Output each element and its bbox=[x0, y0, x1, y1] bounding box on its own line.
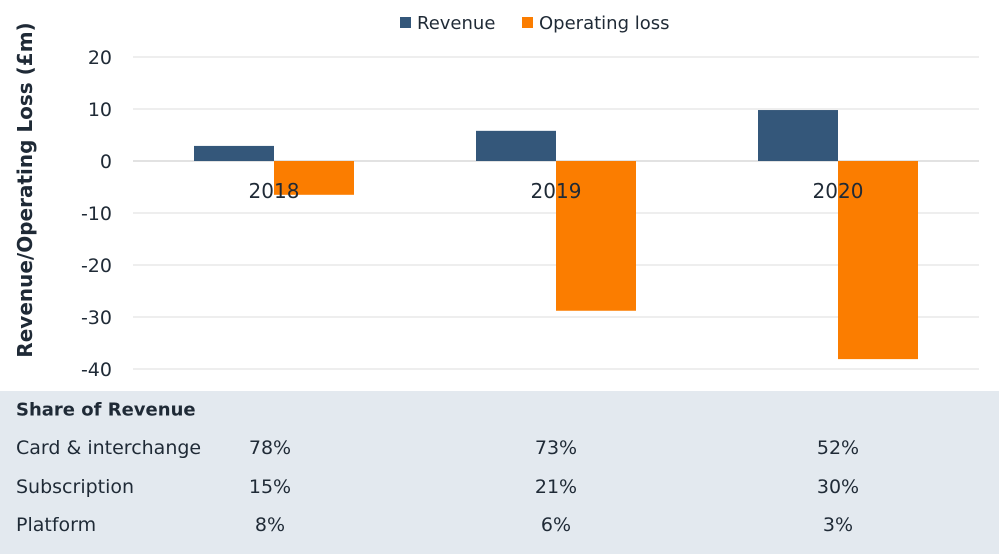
y-tick-label: -10 bbox=[81, 203, 112, 225]
row-value: 30% bbox=[816, 476, 860, 498]
bar-revenue bbox=[476, 130, 556, 161]
table-title: Share of Revenue bbox=[16, 399, 196, 421]
row-value: 8% bbox=[254, 514, 286, 536]
y-tick-label: 20 bbox=[88, 47, 112, 69]
row-value: 3% bbox=[822, 514, 854, 536]
row-value: 52% bbox=[816, 437, 860, 459]
bar-operating-loss bbox=[274, 161, 354, 195]
row-value: 6% bbox=[540, 514, 572, 536]
y-axis-label: Revenue/Operating Loss (£m) bbox=[13, 22, 37, 357]
row-value: 15% bbox=[248, 476, 292, 498]
y-tick-label: 10 bbox=[88, 99, 112, 121]
y-tick-label: -30 bbox=[81, 307, 112, 329]
x-tick-label: 2018 bbox=[249, 179, 300, 203]
x-tick-label: 2020 bbox=[813, 179, 864, 203]
legend-label: Operating loss bbox=[539, 13, 669, 34]
y-tick-label: -20 bbox=[81, 255, 112, 277]
share-of-revenue-table: Share of Revenue Card & interchange 78% 73… bbox=[0, 391, 999, 554]
row-label: Platform bbox=[16, 514, 97, 536]
legend-swatch bbox=[400, 17, 411, 28]
bar-operating-loss bbox=[838, 161, 918, 360]
y-tick-label: 0 bbox=[100, 151, 112, 173]
bar-revenue bbox=[758, 110, 838, 161]
x-tick-label: 2019 bbox=[531, 179, 582, 203]
row-label: Card & interchange bbox=[16, 437, 202, 459]
row-label: Subscription bbox=[16, 476, 135, 498]
y-tick-label: -40 bbox=[81, 359, 112, 381]
row-value: 21% bbox=[534, 476, 578, 498]
legend-swatch bbox=[522, 17, 533, 28]
bar-operating-loss bbox=[556, 161, 636, 311]
bar-revenue bbox=[194, 145, 274, 161]
row-value: 73% bbox=[534, 437, 578, 459]
legend-label: Revenue bbox=[417, 13, 495, 34]
row-value: 78% bbox=[248, 437, 292, 459]
bar-chart: 20 10 0 -10 -20 -30 -40 2018 2019 2020 Revenue/Ope… bbox=[13, 13, 979, 381]
